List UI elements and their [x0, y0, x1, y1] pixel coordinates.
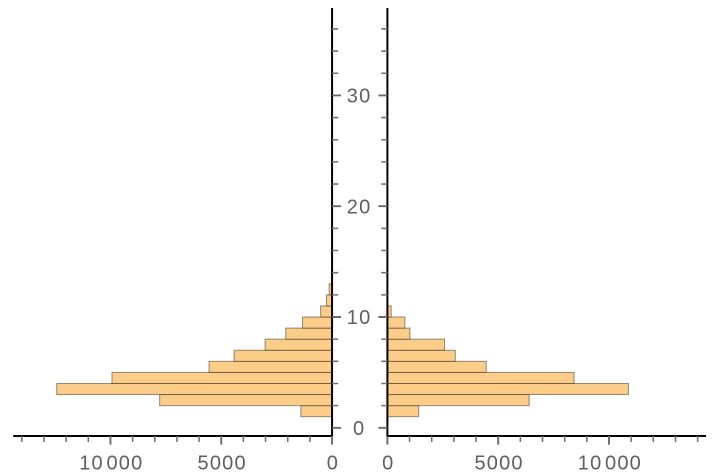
svg-text:0: 0 — [353, 418, 365, 440]
svg-text:30: 30 — [347, 86, 372, 108]
svg-text:0: 0 — [327, 452, 339, 474]
svg-text:5000: 5000 — [198, 452, 247, 474]
svg-text:0: 0 — [382, 452, 394, 474]
svg-text:10: 10 — [347, 307, 372, 329]
svg-text:20: 20 — [347, 196, 372, 218]
svg-text:5000: 5000 — [474, 452, 523, 474]
